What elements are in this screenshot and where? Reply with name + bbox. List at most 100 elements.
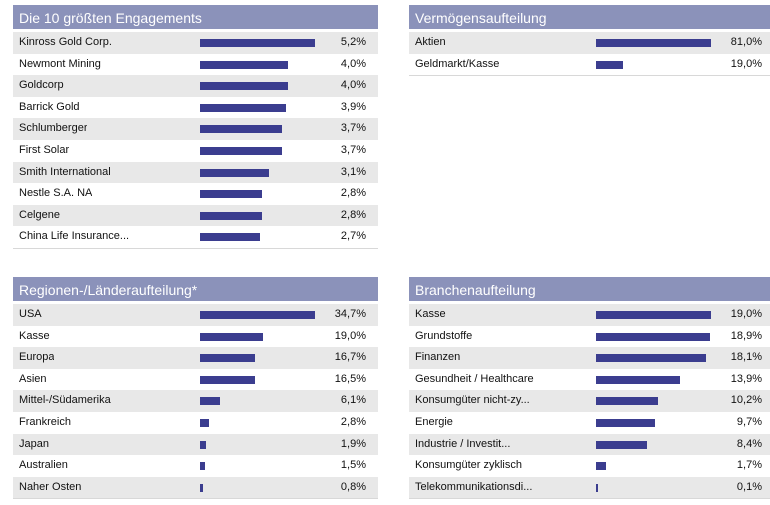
value-label: 19,0%: [334, 329, 366, 342]
bar: [200, 39, 315, 47]
value-label: 8,4%: [736, 437, 762, 450]
bar-row: Kasse 19,0%: [13, 325, 378, 348]
value-label: 0,1%: [736, 480, 762, 493]
category-label: Goldcorp: [19, 79, 64, 92]
bar-row: Newmont Mining 4,0%: [13, 53, 378, 76]
bar-list: Kasse 19,0% Grundstoffe 18,9% Finanzen 18,1% G…: [409, 304, 770, 499]
bar-list: USA 34,7% Kasse 19,0% Europa 16,7% Asien 16,5% M…: [13, 304, 378, 499]
bar-list: Aktien 81,0% Geldmarkt/Kasse 19,0%: [409, 32, 770, 76]
value-label: 18,9%: [730, 329, 762, 342]
value-label: 2,8%: [340, 415, 366, 428]
panel-title: Regionen-/Länderaufteilung*: [13, 277, 378, 304]
category-label: Geldmarkt/Kasse: [415, 57, 500, 70]
bar: [200, 397, 220, 406]
category-label: Newmont Mining: [19, 57, 101, 70]
bar-row: Nestle S.A. NA 2,8%: [13, 183, 378, 205]
category-label: Barrick Gold: [19, 100, 80, 113]
bar: [596, 418, 655, 427]
value-label: 3,7%: [340, 122, 366, 135]
value-label: 16,7%: [334, 351, 366, 364]
bar: [596, 39, 711, 47]
bar-row: Finanzen 18,1%: [409, 347, 770, 369]
bar: [596, 332, 710, 341]
category-label: Finanzen: [415, 351, 461, 364]
bar: [200, 418, 209, 427]
category-label: Konsumgüter nicht-zy...: [415, 394, 530, 407]
category-label: Schlumberger: [19, 122, 88, 135]
category-label: Telekommunikationsdi...: [415, 480, 533, 493]
category-label: Japan: [19, 437, 49, 450]
bar: [596, 397, 658, 406]
category-label: Naher Osten: [19, 480, 82, 493]
bar-row: USA 34,7%: [13, 304, 378, 326]
category-label: Energie: [415, 415, 453, 428]
bar-row: Konsumgüter nicht-zy... 10,2%: [409, 390, 770, 412]
category-label: Industrie / Investit...: [415, 437, 511, 450]
bar: [200, 483, 203, 492]
bar-row: China Life Insurance... 2,7%: [13, 226, 378, 248]
bar: [200, 354, 255, 363]
bar: [200, 440, 206, 449]
panel-divider: [13, 498, 378, 500]
value-label: 18,1%: [730, 351, 762, 364]
panel-top-holdings: Die 10 größten Engagements Kinross Gold …: [13, 5, 378, 249]
value-label: 4,0%: [340, 57, 366, 70]
value-label: 81,0%: [730, 36, 762, 48]
category-label: USA: [19, 308, 42, 320]
value-label: 3,7%: [340, 143, 366, 156]
bar-row: Celgene 2,8%: [13, 204, 378, 227]
value-label: 4,0%: [340, 79, 366, 92]
value-label: 2,8%: [340, 187, 366, 200]
bar: [596, 60, 623, 69]
category-label: Grundstoffe: [415, 329, 473, 342]
bar: [596, 483, 598, 492]
bar: [200, 103, 286, 112]
bar: [596, 462, 606, 471]
value-label: 19,0%: [730, 57, 762, 70]
bar: [200, 168, 269, 177]
bar-row: Mittel-/Südamerika 6,1%: [13, 390, 378, 412]
category-label: Kasse: [19, 329, 50, 342]
bar: [200, 82, 288, 91]
bar-row: Industrie / Investit... 8,4%: [409, 433, 770, 456]
panel-divider: [13, 247, 378, 249]
category-label: Mittel-/Südamerika: [19, 394, 111, 407]
category-label: China Life Insurance...: [19, 230, 130, 243]
panel-sectors: Branchenaufteilung Kasse 19,0% Grundstoffe…: [409, 277, 770, 500]
bar-row: Aktien 81,0%: [409, 32, 770, 54]
bar-row: Konsumgüter zyklisch 1,7%: [409, 455, 770, 477]
bar-row: Schlumberger 3,7%: [13, 118, 378, 140]
value-label: 13,9%: [730, 372, 762, 385]
category-label: Nestle S.A. NA: [19, 187, 93, 200]
category-label: Frankreich: [19, 415, 71, 428]
bar: [596, 354, 706, 363]
bar-row: Kinross Gold Corp. 5,2%: [13, 32, 378, 54]
category-label: Smith International: [19, 165, 111, 178]
bar: [200, 311, 315, 319]
category-label: Australien: [19, 459, 68, 472]
bar-row: Smith International 3,1%: [13, 161, 378, 184]
value-label: 6,1%: [340, 394, 366, 407]
bar: [200, 125, 282, 134]
bar: [200, 146, 282, 155]
bar: [200, 233, 260, 242]
bar: [596, 440, 647, 449]
value-label: 10,2%: [730, 394, 762, 407]
category-label: Europa: [19, 351, 55, 364]
value-label: 3,1%: [340, 165, 366, 178]
category-label: Gesundheit / Healthcare: [415, 372, 534, 385]
category-label: Kinross Gold Corp.: [19, 36, 112, 48]
value-label: 9,7%: [736, 415, 762, 428]
bar: [596, 375, 680, 384]
bar-row: Gesundheit / Healthcare 13,9%: [409, 368, 770, 391]
bar-list: Kinross Gold Corp. 5,2% Newmont Mining 4,0%…: [13, 32, 378, 248]
value-label: 2,8%: [340, 208, 366, 221]
bar-row: Telekommunikationsdi... 0,1%: [409, 476, 770, 499]
value-label: 0,8%: [340, 480, 366, 493]
value-label: 1,7%: [736, 459, 762, 472]
category-label: Asien: [19, 372, 47, 385]
bar: [596, 311, 711, 319]
bar-row: Grundstoffe 18,9%: [409, 325, 770, 348]
bar-row: Japan 1,9%: [13, 433, 378, 456]
panel-title: Branchenaufteilung: [409, 277, 770, 304]
